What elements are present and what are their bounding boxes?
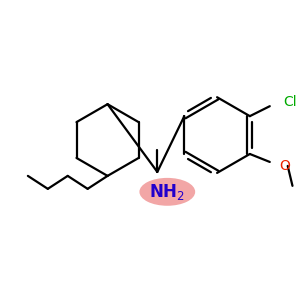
- Ellipse shape: [140, 178, 195, 206]
- Text: Cl: Cl: [284, 95, 297, 109]
- Text: NH$_2$: NH$_2$: [149, 182, 185, 202]
- Text: O: O: [280, 159, 291, 173]
